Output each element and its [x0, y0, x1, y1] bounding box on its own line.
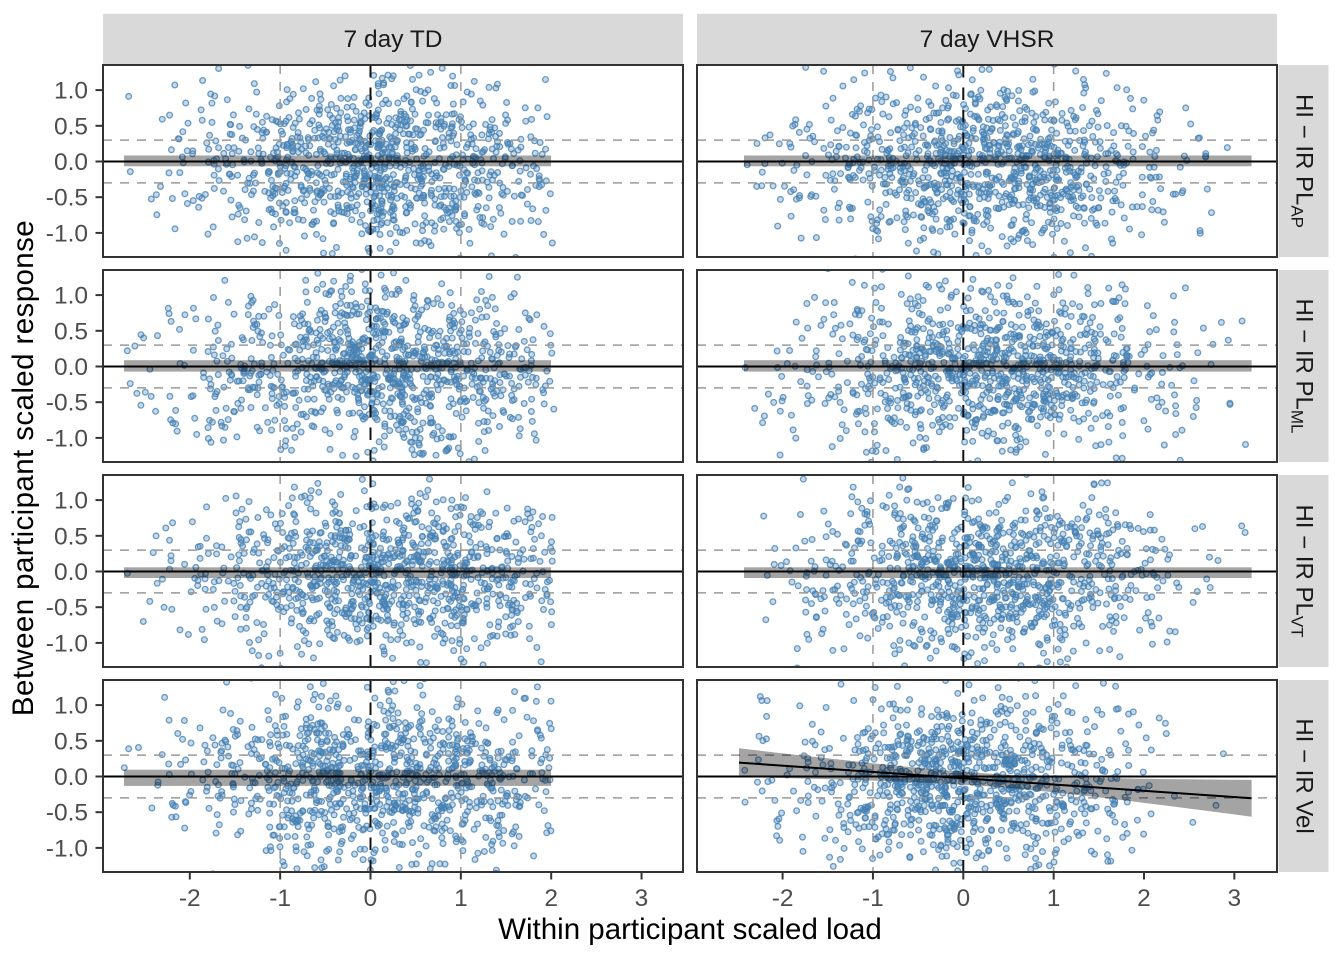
svg-text:HI − IR Vel: HI − IR Vel: [1291, 718, 1318, 833]
svg-text:7 day VHSR: 7 day VHSR: [920, 26, 1055, 53]
svg-text:HI − IR PLVT: HI − IR PLVT: [1288, 504, 1318, 637]
svg-text:7 day TD: 7 day TD: [344, 26, 443, 53]
